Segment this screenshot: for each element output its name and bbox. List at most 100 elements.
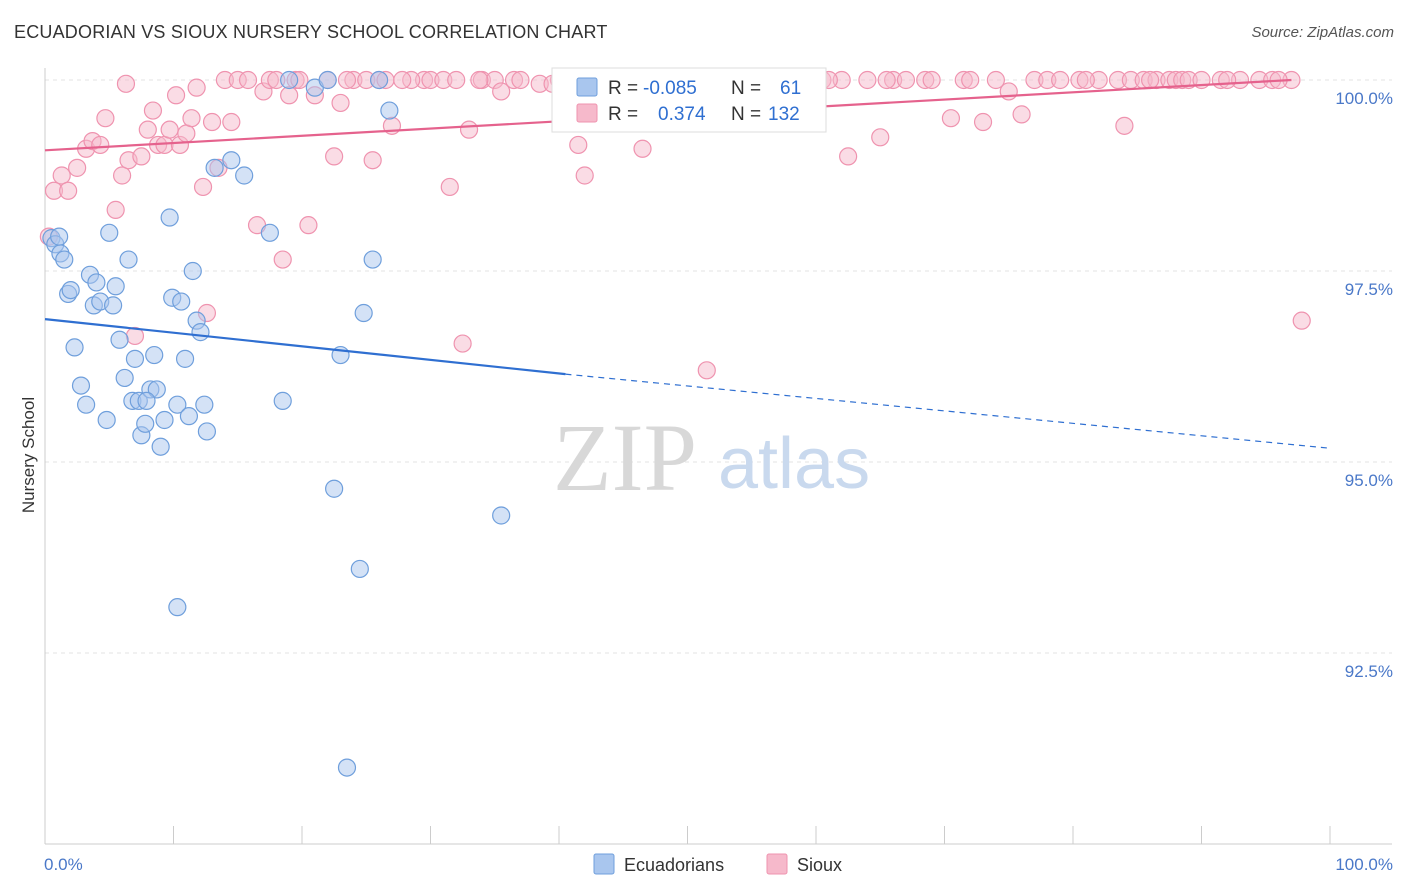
- data-point-sioux: [697, 361, 716, 380]
- data-point-sioux: [222, 112, 241, 132]
- x-tick-label: 0.0%: [44, 855, 83, 874]
- data-point-ecuadorians: [350, 559, 369, 579]
- data-point-sioux: [1140, 70, 1160, 90]
- data-point-ecuadorians: [110, 330, 129, 349]
- data-point-ecuadorians: [151, 437, 170, 456]
- trend-line-ecuadorians: [44, 318, 566, 376]
- stats-legend-box: [551, 67, 827, 133]
- stats-legend-n-label: N =: [731, 104, 761, 125]
- stats-legend-r-label: R =: [608, 104, 638, 125]
- data-point-ecuadorians: [50, 227, 69, 246]
- x-tick-label: 100.0%: [1335, 855, 1393, 874]
- data-point-ecuadorians: [380, 101, 399, 120]
- stats-legend-n-label: N =: [731, 78, 761, 99]
- data-point-ecuadorians: [71, 376, 91, 395]
- data-point-ecuadorians: [195, 395, 214, 414]
- data-point-sioux: [492, 82, 511, 101]
- data-point-sioux: [453, 334, 472, 353]
- data-point-ecuadorians: [179, 407, 199, 426]
- data-point-ecuadorians: [115, 368, 134, 388]
- trend-line-extension-ecuadorians: [565, 373, 1331, 449]
- stats-legend-r-label: R =: [608, 78, 638, 99]
- data-point-sioux: [871, 128, 890, 147]
- data-point-sioux: [177, 124, 196, 143]
- series-legend-label-sioux: Sioux: [797, 855, 842, 875]
- data-point-ecuadorians: [137, 391, 156, 410]
- data-point-ecuadorians: [55, 250, 74, 269]
- data-point-sioux: [112, 166, 132, 185]
- stats-legend-r-value: -0.085: [643, 78, 697, 99]
- data-point-sioux: [858, 70, 877, 90]
- y-tick-label: 95.0%: [1345, 471, 1393, 490]
- data-point-sioux: [160, 120, 179, 139]
- data-point-ecuadorians: [160, 208, 179, 227]
- stats-legend-n-value: 132: [768, 104, 800, 125]
- data-point-sioux: [68, 158, 87, 177]
- data-point-ecuadorians: [273, 391, 292, 410]
- data-point-sioux: [202, 112, 222, 132]
- data-point-ecuadorians: [77, 395, 96, 414]
- data-point-sioux: [986, 70, 1006, 90]
- data-point-sioux: [193, 177, 213, 197]
- data-point-ecuadorians: [119, 250, 138, 269]
- data-point-sioux: [273, 250, 292, 269]
- series-legend-label-ecuadorians: Ecuadorians: [624, 855, 724, 875]
- data-point-sioux: [922, 70, 941, 90]
- data-point-ecuadorians: [155, 410, 174, 430]
- grid-lines: [45, 79, 1392, 654]
- chart-title: ECUADORIAN VS SIOUX NURSERY SCHOOL CORRE…: [14, 22, 608, 42]
- data-point-sioux: [1292, 311, 1311, 330]
- series-legend: Ecuadorians Sioux: [593, 853, 842, 875]
- data-point-ecuadorians: [191, 323, 210, 342]
- data-point-ecuadorians: [106, 277, 125, 296]
- data-point-sioux: [440, 177, 459, 197]
- data-point-ecuadorians: [318, 70, 337, 90]
- data-point-sioux: [96, 109, 115, 128]
- data-point-ecuadorians: [235, 166, 254, 185]
- data-point-ecuadorians: [222, 151, 241, 170]
- data-point-sioux: [325, 147, 344, 166]
- data-point-sioux: [973, 112, 993, 132]
- data-point-sioux: [1051, 70, 1070, 90]
- data-point-ecuadorians: [260, 223, 279, 242]
- data-point-sioux: [337, 70, 357, 90]
- data-point-sioux: [187, 78, 206, 97]
- data-point-sioux: [143, 101, 163, 120]
- data-point-sioux: [91, 135, 110, 155]
- data-point-ecuadorians: [172, 292, 191, 311]
- data-point-sioux: [1076, 70, 1095, 90]
- data-point-ecuadorians: [197, 422, 217, 441]
- data-point-sioux: [182, 109, 201, 128]
- data-point-sioux: [132, 147, 151, 166]
- data-point-sioux: [447, 70, 466, 90]
- series-legend-swatch-ecuadorians: [593, 853, 615, 875]
- data-point-ecuadorians: [183, 261, 202, 281]
- data-point-ecuadorians: [492, 506, 511, 525]
- y-tick-label: 92.5%: [1345, 662, 1393, 681]
- data-point-sioux: [961, 70, 980, 90]
- data-point-ecuadorians: [65, 338, 84, 357]
- trend-lines: [44, 78, 1331, 449]
- stats-legend: R = -0.085 N = 61 R = 0.374 N = 132: [551, 67, 827, 133]
- data-point-ecuadorians: [61, 281, 80, 300]
- y-axis-title: Nursery School: [19, 397, 38, 513]
- data-point-sioux: [116, 74, 136, 93]
- watermark-atlas: atlas: [718, 424, 870, 504]
- stats-legend-swatch-sioux: [576, 103, 598, 123]
- watermark-zip: ZIP: [553, 404, 697, 511]
- data-point-sioux: [575, 166, 594, 185]
- data-point-ecuadorians: [337, 758, 357, 777]
- stats-legend-n-value: 61: [780, 78, 801, 99]
- axes: [44, 68, 1392, 845]
- data-point-ecuadorians: [87, 273, 106, 292]
- y-tick-label: 100.0%: [1335, 89, 1393, 108]
- data-point-ecuadorians: [363, 250, 382, 269]
- data-point-ecuadorians: [325, 479, 344, 498]
- data-point-ecuadorians: [145, 345, 164, 365]
- data-point-sioux: [896, 70, 916, 90]
- data-point-sioux: [59, 181, 78, 200]
- data-point-ecuadorians: [205, 158, 224, 177]
- data-point-sioux: [106, 200, 125, 219]
- data-point-sioux: [511, 70, 530, 90]
- data-point-sioux: [470, 70, 489, 90]
